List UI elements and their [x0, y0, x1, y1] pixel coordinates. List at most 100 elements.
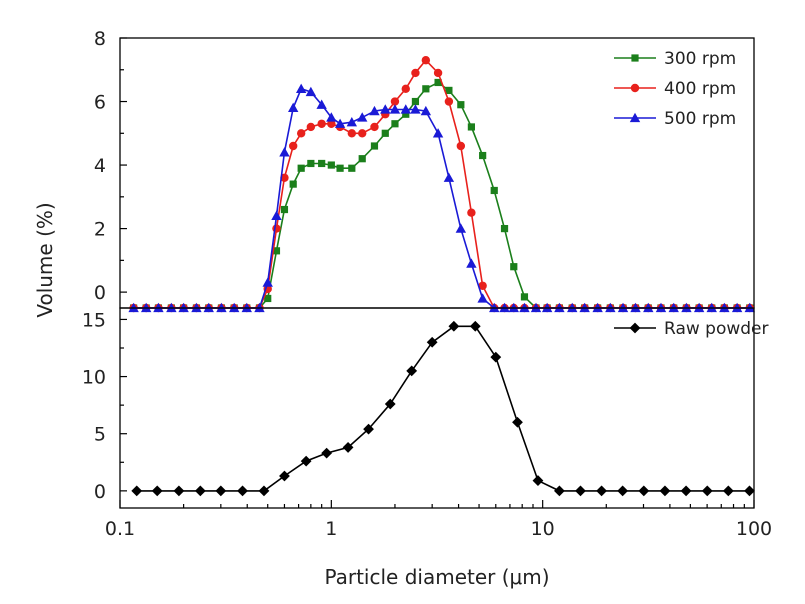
top-series-point — [334, 118, 346, 128]
top-series-point — [421, 56, 431, 65]
bottom-series-point — [131, 485, 143, 497]
bottom-series-line-0 — [136, 325, 750, 492]
top-series-point — [479, 151, 487, 160]
bottom-y-axis: 0 5 10 15 — [82, 309, 127, 503]
top-series-point — [346, 116, 358, 127]
top-series-point — [433, 68, 443, 78]
bottom-series-point — [490, 351, 502, 363]
bottom-series-point — [384, 398, 396, 410]
top-series-point — [467, 123, 475, 131]
bottom-series-group — [131, 320, 755, 497]
x-tick-label: 10 — [531, 518, 555, 540]
bottom-series-point — [596, 485, 607, 497]
bottom-legend-label: Raw powder — [664, 319, 769, 339]
bottom-y-tick-label: 0 — [94, 481, 106, 503]
x-axis: 0.1 1 10 100 — [105, 500, 772, 540]
top-series-point — [478, 281, 487, 290]
top-series-point — [271, 210, 282, 221]
top-series-point — [289, 180, 297, 188]
top-series-point — [432, 128, 444, 138]
top-series-point — [500, 224, 509, 233]
bottom-series-point — [722, 485, 734, 497]
top-series-point — [520, 293, 529, 301]
top-series-point — [306, 122, 316, 132]
top-y-axis: 0 2 4 6 8 — [94, 28, 127, 304]
x-axis-title: Particle diameter (μm) — [324, 565, 549, 589]
top-series-point — [444, 97, 454, 106]
bottom-series-point — [363, 423, 374, 435]
bottom-legend-marker — [629, 322, 641, 334]
top-series-point — [390, 97, 400, 106]
top-series-point — [455, 223, 467, 233]
top-series-point — [381, 129, 389, 137]
x-tick-label: 0.1 — [105, 518, 135, 540]
top-series-point — [307, 159, 315, 168]
top-series-point — [280, 173, 289, 182]
top-series-point — [262, 277, 273, 287]
top-series-point — [457, 101, 465, 109]
top-series-point — [443, 172, 455, 182]
bottom-series-point — [532, 475, 544, 486]
bottom-series-point — [554, 485, 565, 497]
top-series-point — [400, 104, 411, 114]
top-series-point — [358, 129, 367, 138]
top-series-line-2 — [133, 87, 750, 309]
bottom-series-point — [342, 442, 354, 453]
top-panel-frame — [119, 37, 755, 309]
bottom-legend: Raw powder — [614, 319, 769, 339]
bottom-series-point — [426, 336, 438, 348]
top-series-point — [295, 83, 307, 93]
top-series-point — [410, 104, 421, 114]
top-series-point — [411, 68, 420, 78]
top-series-point — [411, 97, 420, 106]
top-series-point — [357, 112, 368, 122]
top-legend-marker — [629, 112, 641, 123]
bottom-series-point — [321, 447, 333, 459]
bottom-series-point — [659, 485, 671, 497]
top-legend: 300 rpm 400 rpm 500 rpm — [614, 49, 736, 129]
top-series-point — [326, 112, 337, 122]
top-series-line-1 — [133, 58, 750, 309]
bottom-series-point — [406, 365, 418, 377]
top-series-point — [358, 155, 366, 163]
top-series-point — [336, 164, 344, 172]
top-series-point — [389, 104, 401, 114]
top-series-point — [370, 142, 379, 150]
top-series-point — [327, 161, 335, 169]
top-series-point — [287, 102, 299, 113]
top-legend-label: 500 rpm — [664, 109, 736, 129]
y-axis-title: Volume (%) — [33, 202, 57, 317]
top-series-point — [370, 122, 379, 132]
bottom-y-tick-label: 5 — [94, 424, 106, 446]
bottom-series-point — [151, 485, 163, 497]
top-series-point — [280, 205, 289, 214]
top-series-point — [316, 99, 327, 109]
top-series-point — [305, 86, 317, 97]
top-series-point — [288, 141, 298, 151]
bottom-panel: 0 5 10 15 Raw powder — [82, 307, 769, 509]
bottom-series-point — [237, 485, 248, 497]
top-series-group — [128, 56, 755, 313]
top-y-tick-label: 0 — [94, 282, 106, 304]
bottom-y-tick-label: 10 — [82, 367, 106, 389]
top-series-point — [279, 147, 290, 157]
top-panel: 0 2 4 6 8 300 rpm 400 rpm 500 rpm — [94, 28, 755, 313]
top-legend-marker — [630, 83, 640, 93]
bottom-series-point — [680, 485, 692, 497]
top-series-point — [318, 159, 326, 168]
bottom-series-point — [173, 485, 185, 497]
top-y-tick-label: 4 — [94, 155, 106, 177]
top-y-tick-label: 2 — [94, 219, 106, 241]
top-series-point — [401, 84, 410, 94]
top-series-point — [391, 120, 399, 128]
top-series-point — [369, 105, 380, 116]
top-legend-label: 400 rpm — [664, 79, 736, 99]
bottom-series-point — [638, 485, 650, 497]
top-series-point — [434, 78, 442, 87]
bottom-series-point — [279, 470, 290, 482]
top-series-point — [380, 104, 391, 114]
top-series-point — [510, 263, 518, 271]
top-series-point — [420, 105, 432, 116]
